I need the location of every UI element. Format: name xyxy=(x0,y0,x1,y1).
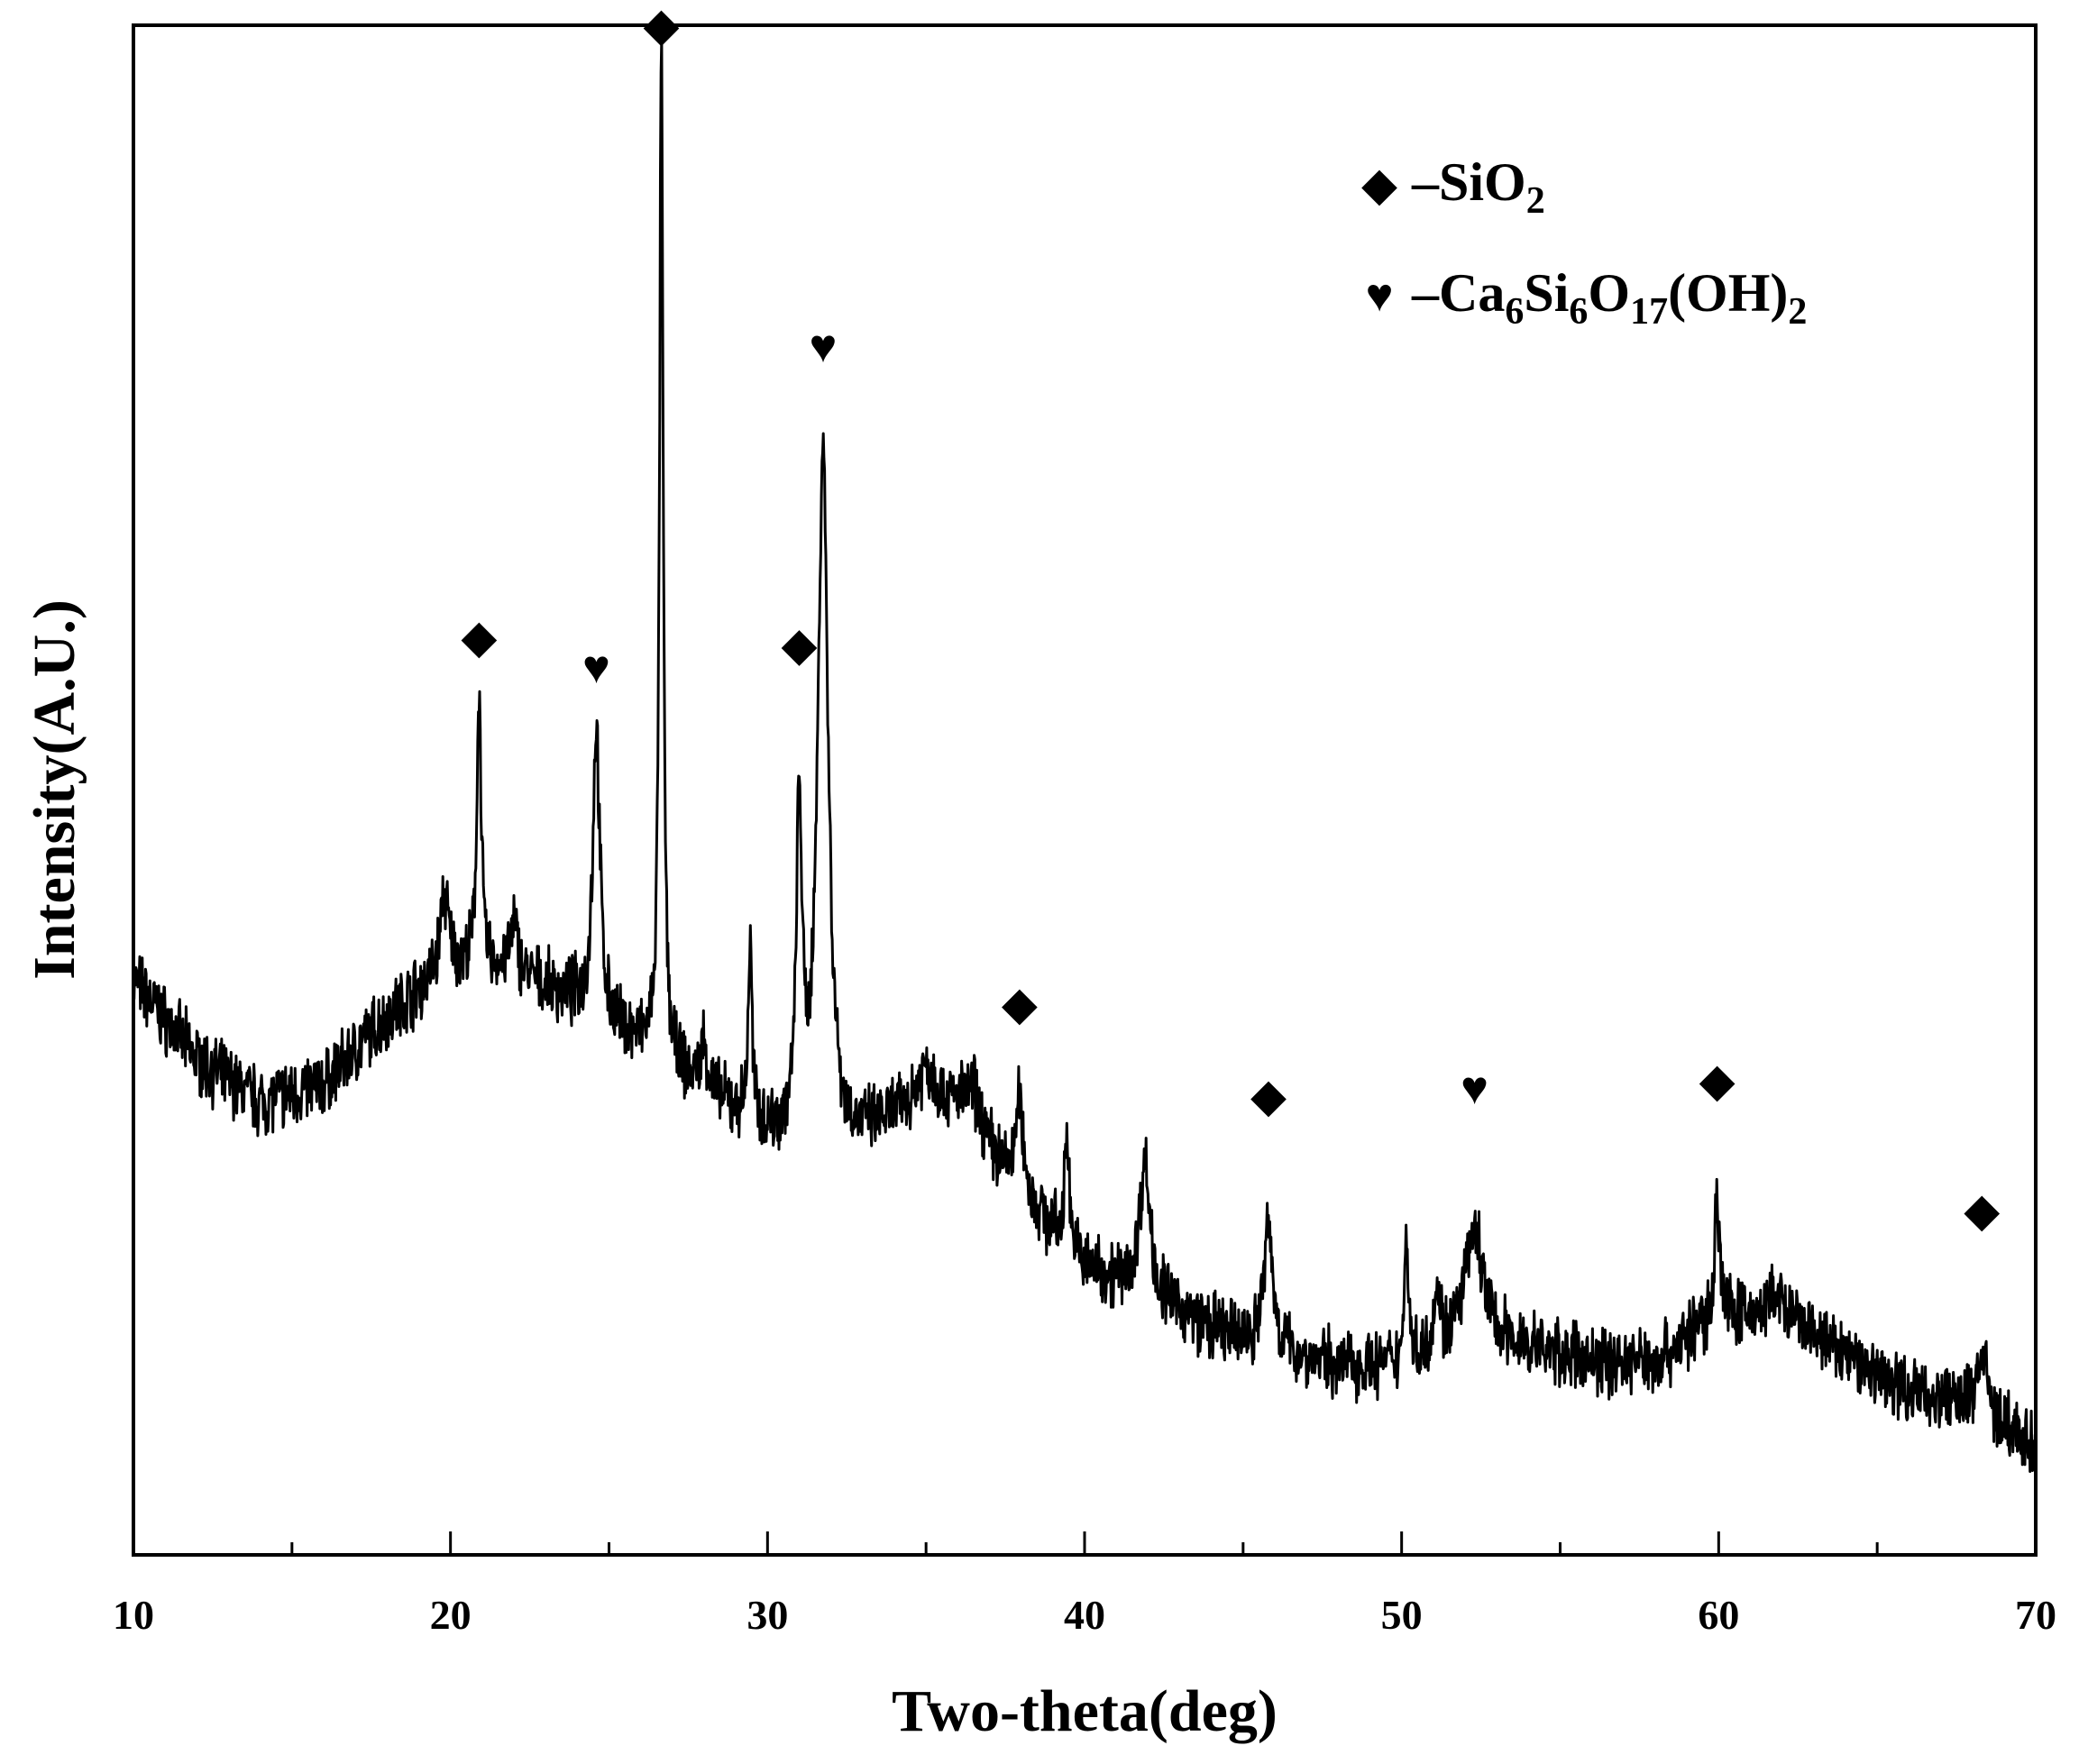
series-line xyxy=(132,37,2038,1473)
peak-markers: ◆ ♥ ◆ ◆ ♥ ◆ ◆ ♥ ◆ ◆ xyxy=(461,0,2000,1237)
x-tick-label: 60 xyxy=(1698,1592,1739,1638)
diamond-icon: ◆ xyxy=(1250,1071,1287,1122)
diamond-icon: ◆ xyxy=(1361,160,1397,211)
x-axis-title: Two-theta(deg) xyxy=(892,1678,1278,1744)
heart-icon: ♥ xyxy=(809,321,837,372)
diamond-icon: ◆ xyxy=(782,619,818,671)
heart-icon: ♥ xyxy=(1461,1063,1488,1114)
x-tick-label: 20 xyxy=(430,1592,472,1638)
diamond-icon: ◆ xyxy=(1002,979,1038,1030)
y-axis-title: Intensity(A.U.) xyxy=(22,599,87,980)
diamond-icon: ◆ xyxy=(1964,1185,2000,1237)
x-tick-label: 10 xyxy=(113,1592,154,1638)
x-tick-label: 70 xyxy=(2015,1592,2056,1638)
x-axis-ticks xyxy=(132,1531,2038,1555)
diamond-icon: ◆ xyxy=(644,0,680,51)
heart-icon: ♥ xyxy=(1366,270,1394,322)
legend: ◆ –SiO2 ♥ –Ca6Si6O17(OH)2 xyxy=(1361,152,1807,333)
x-tick-label: 30 xyxy=(746,1592,788,1638)
heart-icon: ♥ xyxy=(582,643,610,694)
legend-label: –Ca6Si6O17(OH)2 xyxy=(1411,263,1807,333)
x-axis-tick-labels: 10 20 30 40 50 60 70 xyxy=(113,1592,2056,1638)
x-tick-label: 40 xyxy=(1064,1592,1105,1638)
diamond-icon: ◆ xyxy=(461,612,497,663)
legend-label: –SiO2 xyxy=(1411,152,1545,222)
diamond-icon: ◆ xyxy=(1699,1056,1736,1107)
x-tick-label: 50 xyxy=(1381,1592,1423,1638)
